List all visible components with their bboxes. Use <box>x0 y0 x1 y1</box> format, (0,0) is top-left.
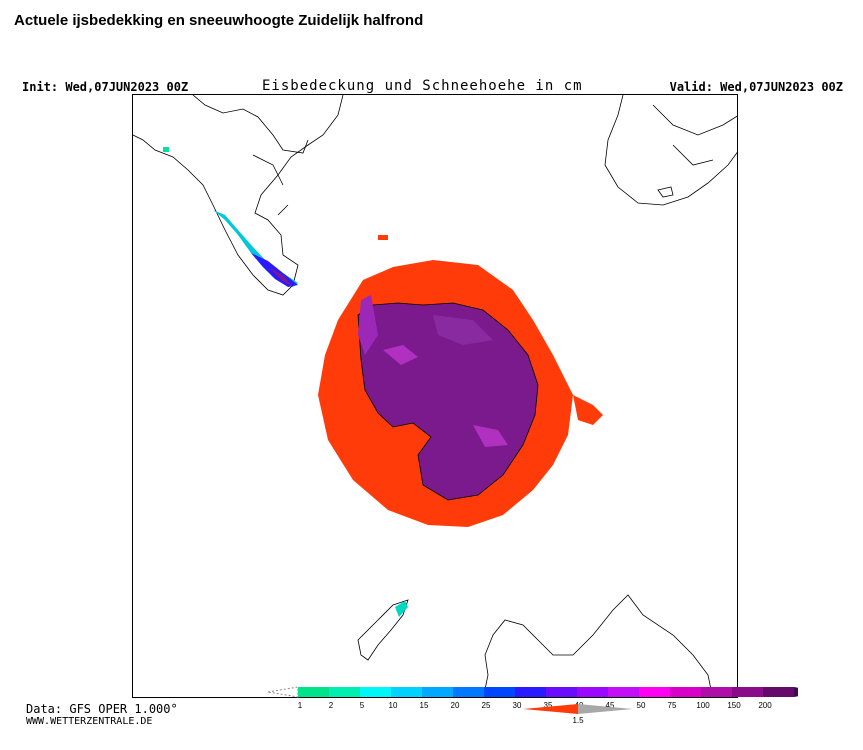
legend-color-swatch <box>701 687 732 697</box>
legend-color-swatch <box>732 687 763 697</box>
legend-color-swatch <box>422 687 453 697</box>
legend-color-swatch <box>546 687 577 697</box>
legend-tick-label: 200 <box>758 701 772 710</box>
legend-tick-label: 10 <box>389 701 398 710</box>
legend-color-swatch <box>360 687 391 697</box>
snow-new-zealand <box>395 601 408 617</box>
map-panel <box>132 94 738 698</box>
legend-colorbar: 12510152025303540455075100150200 1.5 <box>268 686 798 725</box>
legend-ice-swatch <box>578 704 633 714</box>
legend-tick-label: 2 <box>329 701 334 710</box>
legend-over-triangle <box>794 687 798 697</box>
snow-patagonia <box>163 147 298 287</box>
legend-tick-label: 25 <box>482 701 491 710</box>
valid-time-label: Valid: Wed,07JUN2023 00Z <box>669 80 843 94</box>
legend-color-swatch <box>329 687 360 697</box>
legend-color-swatch <box>515 687 546 697</box>
footer-website: WWW.WETTERZENTRALE.DE <box>26 716 153 727</box>
legend-tick-label: 30 <box>513 701 522 710</box>
legend-ice-tick-label: 1.5 <box>572 716 584 725</box>
legend-tick-label: 1 <box>298 701 303 710</box>
map-title: Eisbedeckung und Schneehoehe in cm <box>262 78 583 94</box>
legend-color-swatch <box>453 687 484 697</box>
map-svg <box>133 95 737 697</box>
snow-antarctica <box>357 295 539 501</box>
coastline-australia <box>357 594 713 697</box>
legend-tick-label: 35 <box>544 701 553 710</box>
legend-tick-label: 20 <box>451 701 460 710</box>
legend-ice-swatch <box>523 704 578 714</box>
legend-color-swatch <box>577 687 608 697</box>
page-title: Actuele ijsbedekking en sneeuwhoogte Zui… <box>14 12 424 29</box>
legend-tick-label: 15 <box>420 701 429 710</box>
legend-under-triangle <box>268 686 299 698</box>
legend-tick-label: 75 <box>668 701 677 710</box>
legend-tick-label: 100 <box>696 701 710 710</box>
legend-color-swatch <box>484 687 515 697</box>
legend-tick-label: 45 <box>606 701 615 710</box>
legend-color-swatch <box>670 687 701 697</box>
legend-color-swatch <box>298 687 329 697</box>
legend-tick-label: 150 <box>727 701 741 710</box>
legend-color-swatch <box>639 687 670 697</box>
footer-data-source: Data: GFS OPER 1.000° <box>26 702 178 716</box>
coastline-africa <box>604 95 737 206</box>
legend-color-swatch <box>391 687 422 697</box>
legend-tick-label: 50 <box>637 701 646 710</box>
coastline-south-america <box>133 95 344 296</box>
legend-color-swatch <box>763 687 794 697</box>
legend-color-swatch <box>608 687 639 697</box>
legend-tick-label: 5 <box>360 701 365 710</box>
init-time-label: Init: Wed,07JUN2023 00Z <box>22 80 189 94</box>
